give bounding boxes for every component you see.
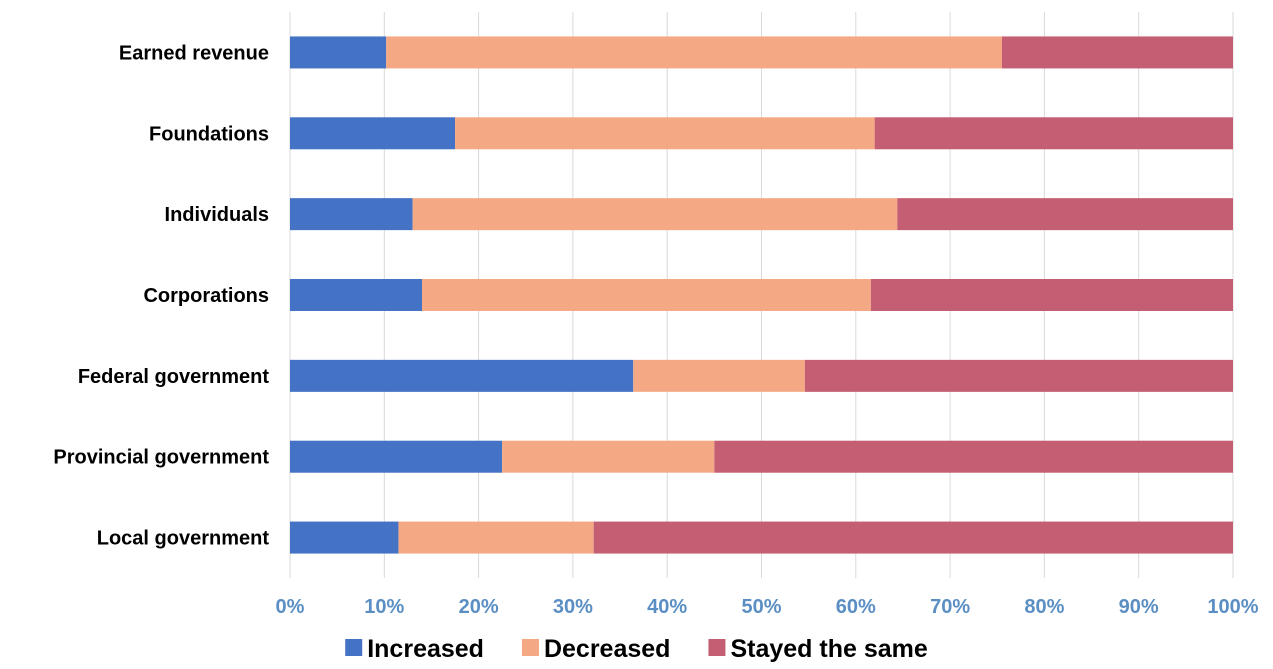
x-tick-label: 20% (459, 596, 499, 618)
bar-segment (290, 198, 413, 231)
bar-segment (290, 521, 399, 554)
bar-segment (290, 117, 456, 150)
bar-segment (897, 198, 1233, 231)
x-tick-label: 30% (553, 596, 593, 618)
x-tick-label: 50% (741, 596, 781, 618)
bar-segment (290, 36, 387, 69)
category-labels: Earned revenue Foundations Individuals Corp… (53, 42, 269, 549)
legend: Increased Decreased Stayed the same (345, 635, 928, 663)
bar-segment (398, 521, 594, 554)
x-tick-label: 0% (276, 596, 305, 618)
bar-segment (874, 117, 1233, 150)
x-tick-label: 10% (364, 596, 404, 618)
bar-segment (804, 359, 1233, 392)
bar-segment (290, 440, 503, 473)
legend-swatch (521, 639, 539, 656)
category-label: Local government (97, 528, 270, 550)
legend-label: Stayed the same (730, 635, 927, 663)
category-label: Provincial government (53, 447, 269, 469)
x-tick-label: 40% (647, 596, 687, 618)
category-label: Individuals (165, 204, 269, 226)
category-label: Earned revenue (119, 42, 269, 64)
bar-segment (290, 359, 634, 392)
x-tick-label: 70% (930, 596, 970, 618)
bar-segment (290, 279, 423, 311)
bar-segment (593, 521, 1233, 554)
bar-segment (412, 198, 898, 231)
x-tick-label: 100% (1207, 596, 1258, 618)
legend-swatch (345, 639, 363, 656)
bar-segment (422, 279, 871, 311)
x-tick-label: 60% (836, 596, 876, 618)
bars (290, 36, 1233, 554)
bar-segment (870, 279, 1233, 311)
legend-label: Decreased (544, 635, 670, 663)
category-label: Federal government (78, 366, 270, 388)
category-label: Corporations (143, 285, 269, 307)
x-tick-labels: 0% 10% 20% 30% 40% 50% 60% 70% 80% 90% 100% (276, 596, 1259, 618)
bar-segment (633, 359, 805, 392)
x-tick-label: 80% (1024, 596, 1064, 618)
bar-segment (502, 440, 715, 473)
bar-segment (714, 440, 1233, 473)
bar-segment (1001, 36, 1233, 69)
x-tick-label: 90% (1119, 596, 1159, 618)
category-label: Foundations (149, 123, 269, 145)
legend-swatch (708, 639, 726, 656)
bar-segment (386, 36, 1002, 69)
bar-segment (455, 117, 875, 150)
legend-label: Increased (367, 635, 484, 663)
